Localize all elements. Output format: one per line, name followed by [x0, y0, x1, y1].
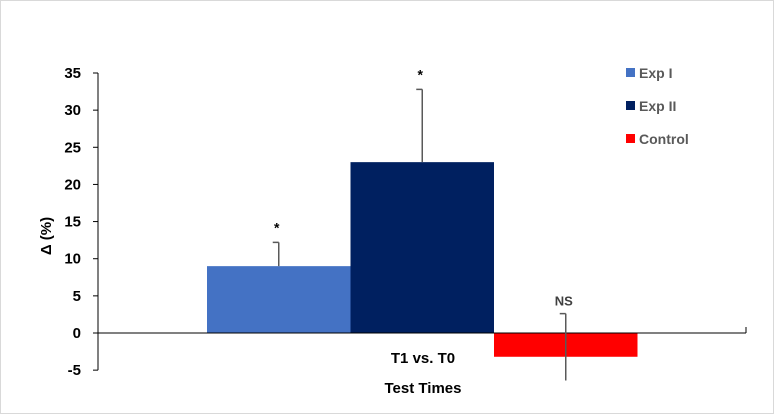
annotation-exp-ii: *: [418, 66, 424, 82]
legend: Exp I Exp II Control: [626, 65, 689, 147]
legend-swatch: [626, 101, 635, 110]
y-tick-label: 10: [64, 251, 81, 268]
axes: [93, 72, 747, 371]
bars: [207, 162, 638, 357]
error-bar-control: [559, 312, 567, 381]
y-tick-label: 25: [64, 139, 81, 156]
legend-label: Exp II: [639, 98, 676, 114]
x-tick-label: T1 vs. T0: [391, 350, 455, 367]
bar-exp-i: [207, 266, 351, 333]
legend-item-exp-ii: Exp II: [626, 98, 676, 114]
legend-item-exp-i: Exp I: [626, 65, 672, 81]
y-tick-label: 5: [73, 288, 81, 305]
bar-exp-ii: [350, 162, 494, 333]
legend-swatch: [626, 134, 635, 143]
annotation-control: NS: [555, 294, 573, 309]
y-axis-tick-labels: 35 30 25 20 15 10 5 0 -5: [64, 65, 81, 379]
y-tick-label: 0: [73, 325, 81, 342]
legend-label: Exp I: [639, 65, 672, 81]
y-tick-label: 15: [64, 214, 81, 231]
y-tick-label: -5: [68, 362, 81, 379]
legend-swatch: [626, 68, 635, 77]
x-axis-title: Test Times: [385, 380, 462, 397]
y-axis-title: Δ (%): [38, 217, 55, 255]
y-tick-label: 20: [64, 176, 81, 193]
error-bars: [272, 88, 567, 381]
error-bar-exp-i: [272, 241, 280, 267]
y-tick-label: 35: [64, 65, 81, 82]
y-tick-label: 30: [64, 102, 81, 119]
legend-label: Control: [639, 131, 689, 147]
annotation-exp-i: *: [274, 219, 280, 235]
legend-item-control: Control: [626, 131, 689, 147]
significance-annotations: * * NS: [274, 66, 573, 308]
error-bar-exp-ii: [416, 88, 423, 163]
